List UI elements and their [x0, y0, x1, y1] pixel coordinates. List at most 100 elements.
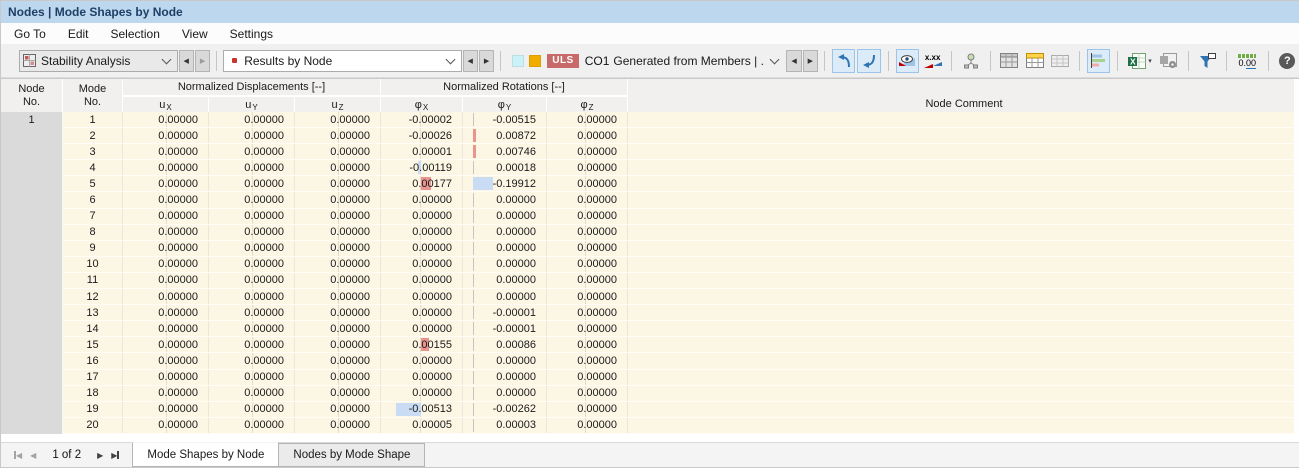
cell-phiz[interactable]: 0.00000	[547, 176, 628, 192]
cell-uz[interactable]: 0.00000	[295, 272, 381, 289]
cell-uy[interactable]: 0.00000	[209, 385, 295, 401]
cell-ux[interactable]: 0.00000	[123, 305, 209, 321]
cell-phiz[interactable]: 0.00000	[547, 401, 628, 417]
cell-uz[interactable]: 0.00000	[295, 401, 381, 417]
cell-phiy[interactable]: -0.00515	[463, 112, 547, 128]
cell-node-comment[interactable]	[628, 305, 1299, 320]
cell-mode-no[interactable]: 17	[63, 369, 123, 385]
excel-settings-button[interactable]	[1157, 49, 1180, 73]
cell-phiz[interactable]: 0.00000	[547, 240, 628, 256]
cell-uz[interactable]: 0.00000	[295, 208, 381, 224]
cell-node-comment[interactable]	[628, 112, 1299, 127]
cell-mode-no[interactable]: 20	[63, 417, 123, 433]
cell-phiz[interactable]: 0.00000	[547, 321, 628, 337]
cell-node-comment[interactable]	[628, 225, 1299, 240]
cell-node-comment[interactable]	[628, 370, 1299, 385]
table-row[interactable]: 18 0.00000 0.00000 0.00000 0.00000 0.00000 0.0…	[63, 385, 1299, 402]
cell-uz[interactable]: 0.00000	[295, 256, 381, 272]
cell-phiz[interactable]: 0.00000	[547, 353, 628, 369]
cell-uy[interactable]: 0.00000	[209, 256, 295, 272]
cell-phiy[interactable]: -0.00001	[463, 321, 547, 337]
cell-uz[interactable]: 0.00000	[295, 176, 381, 192]
cell-ux[interactable]: 0.00000	[123, 289, 209, 305]
cell-ux[interactable]: 0.00000	[123, 337, 209, 353]
cell-uy[interactable]: 0.00000	[209, 321, 295, 337]
cell-uy[interactable]: 0.00000	[209, 192, 295, 208]
cell-node-comment[interactable]	[628, 209, 1299, 224]
cell-ux[interactable]: 0.00000	[123, 240, 209, 256]
cell-ux[interactable]: 0.00000	[123, 353, 209, 369]
cell-phiz[interactable]: 0.00000	[547, 305, 628, 321]
show-results-button[interactable]	[895, 48, 919, 73]
cell-phiy[interactable]: -0.19912	[463, 176, 547, 192]
cell-uy[interactable]: 0.00000	[209, 289, 295, 305]
cell-node-comment[interactable]	[628, 321, 1299, 336]
cell-ux[interactable]: 0.00000	[123, 256, 209, 272]
cell-mode-no[interactable]: 19	[63, 401, 123, 417]
table-row[interactable]: 2 0.00000 0.00000 0.00000 -0.00026 0.00872 0.0…	[63, 128, 1299, 145]
cell-uy[interactable]: 0.00000	[209, 176, 295, 192]
cell-mode-no[interactable]: 2	[63, 128, 123, 144]
cell-phiz[interactable]: 0.00000	[547, 208, 628, 224]
cell-phiy[interactable]: 0.00000	[463, 208, 547, 224]
cell-phiy[interactable]: -0.00262	[463, 401, 547, 417]
table-row[interactable]: 5 0.00000 0.00000 0.00000 0.00177 -0.19912 0.0…	[63, 176, 1299, 193]
cell-mode-no[interactable]: 15	[63, 337, 123, 353]
cell-phix[interactable]: 0.00000	[381, 224, 463, 240]
cell-ux[interactable]: 0.00000	[123, 401, 209, 417]
table-row[interactable]: 8 0.00000 0.00000 0.00000 0.00000 0.00000 0.00…	[63, 224, 1299, 241]
results-next-button[interactable]: ▶	[478, 49, 495, 72]
table-view-button[interactable]	[998, 49, 1021, 73]
cell-mode-no[interactable]: 9	[63, 240, 123, 256]
cell-node-comment[interactable]	[628, 273, 1299, 288]
cell-phix[interactable]: -0.00002	[381, 112, 463, 128]
cell-phiy[interactable]: 0.00872	[463, 128, 547, 144]
cell-phix[interactable]: 0.00000	[381, 256, 463, 272]
table-row[interactable]: 15 0.00000 0.00000 0.00000 0.00155 0.00086 0.0…	[63, 337, 1299, 354]
cell-node-comment[interactable]	[628, 257, 1299, 272]
load-case-prev-button[interactable]: ◀	[786, 49, 802, 72]
table-row[interactable]: 11 0.00000 0.00000 0.00000 0.00000 0.00000 0.0…	[63, 272, 1299, 290]
cell-phiz[interactable]: 0.00000	[547, 128, 628, 144]
cell-phix[interactable]: 0.00000	[381, 385, 463, 401]
cell-phix[interactable]: 0.00001	[381, 144, 463, 160]
cell-uz[interactable]: 0.00000	[295, 353, 381, 369]
menu-item-edit[interactable]: Edit	[67, 26, 89, 41]
cell-phix[interactable]: 0.00000	[381, 305, 463, 321]
cell-uz[interactable]: 0.00000	[295, 321, 381, 337]
cell-node-comment[interactable]	[628, 353, 1299, 368]
cell-node-comment[interactable]	[628, 160, 1299, 175]
cell-node-comment[interactable]	[628, 128, 1299, 143]
cell-ux[interactable]: 0.00000	[123, 176, 209, 192]
table-row[interactable]: 13 0.00000 0.00000 0.00000 0.00000 -0.00001 0.…	[63, 305, 1299, 322]
cell-uz[interactable]: 0.00000	[295, 369, 381, 385]
cell-phiy[interactable]: 0.00000	[463, 289, 547, 305]
table-row[interactable]: 16 0.00000 0.00000 0.00000 0.00000 0.00000 0.0…	[63, 353, 1299, 370]
cell-uz[interactable]: 0.00000	[295, 192, 381, 208]
cell-uz[interactable]: 0.00000	[295, 289, 381, 305]
cell-ux[interactable]: 0.00000	[123, 385, 209, 401]
cell-phix[interactable]: -0.00119	[381, 160, 463, 176]
cell-phiz[interactable]: 0.00000	[547, 337, 628, 353]
cell-uz[interactable]: 0.00000	[295, 337, 381, 353]
table-row[interactable]: 3 0.00000 0.00000 0.00000 0.00001 0.00746 0.00…	[63, 144, 1299, 161]
decimal-places-button[interactable]: 0.00	[1234, 49, 1261, 73]
cell-phiy[interactable]: 0.00003	[463, 417, 547, 433]
cell-uz[interactable]: 0.00000	[295, 112, 381, 128]
cell-mode-no[interactable]: 5	[63, 176, 123, 192]
cell-phiz[interactable]: 0.00000	[547, 256, 628, 272]
cell-phiz[interactable]: 0.00000	[547, 160, 628, 176]
table-row[interactable]: 20 0.00000 0.00000 0.00000 0.00005 0.00003 0.0…	[63, 417, 1299, 434]
cell-phiy[interactable]: 0.00000	[463, 192, 547, 208]
cell-phix[interactable]: 0.00000	[381, 272, 463, 289]
cell-uz[interactable]: 0.00000	[295, 224, 381, 240]
cell-uz[interactable]: 0.00000	[295, 305, 381, 321]
cell-mode-no[interactable]: 7	[63, 208, 123, 224]
cell-node-comment[interactable]	[628, 192, 1299, 207]
cell-ux[interactable]: 0.00000	[123, 192, 209, 208]
cell-uz[interactable]: 0.00000	[295, 385, 381, 401]
cell-uy[interactable]: 0.00000	[209, 401, 295, 417]
cell-uy[interactable]: 0.00000	[209, 144, 295, 160]
load-case-dropdown[interactable]: Generated from Members | ...	[613, 50, 785, 72]
cell-phiy[interactable]: -0.00001	[463, 305, 547, 321]
